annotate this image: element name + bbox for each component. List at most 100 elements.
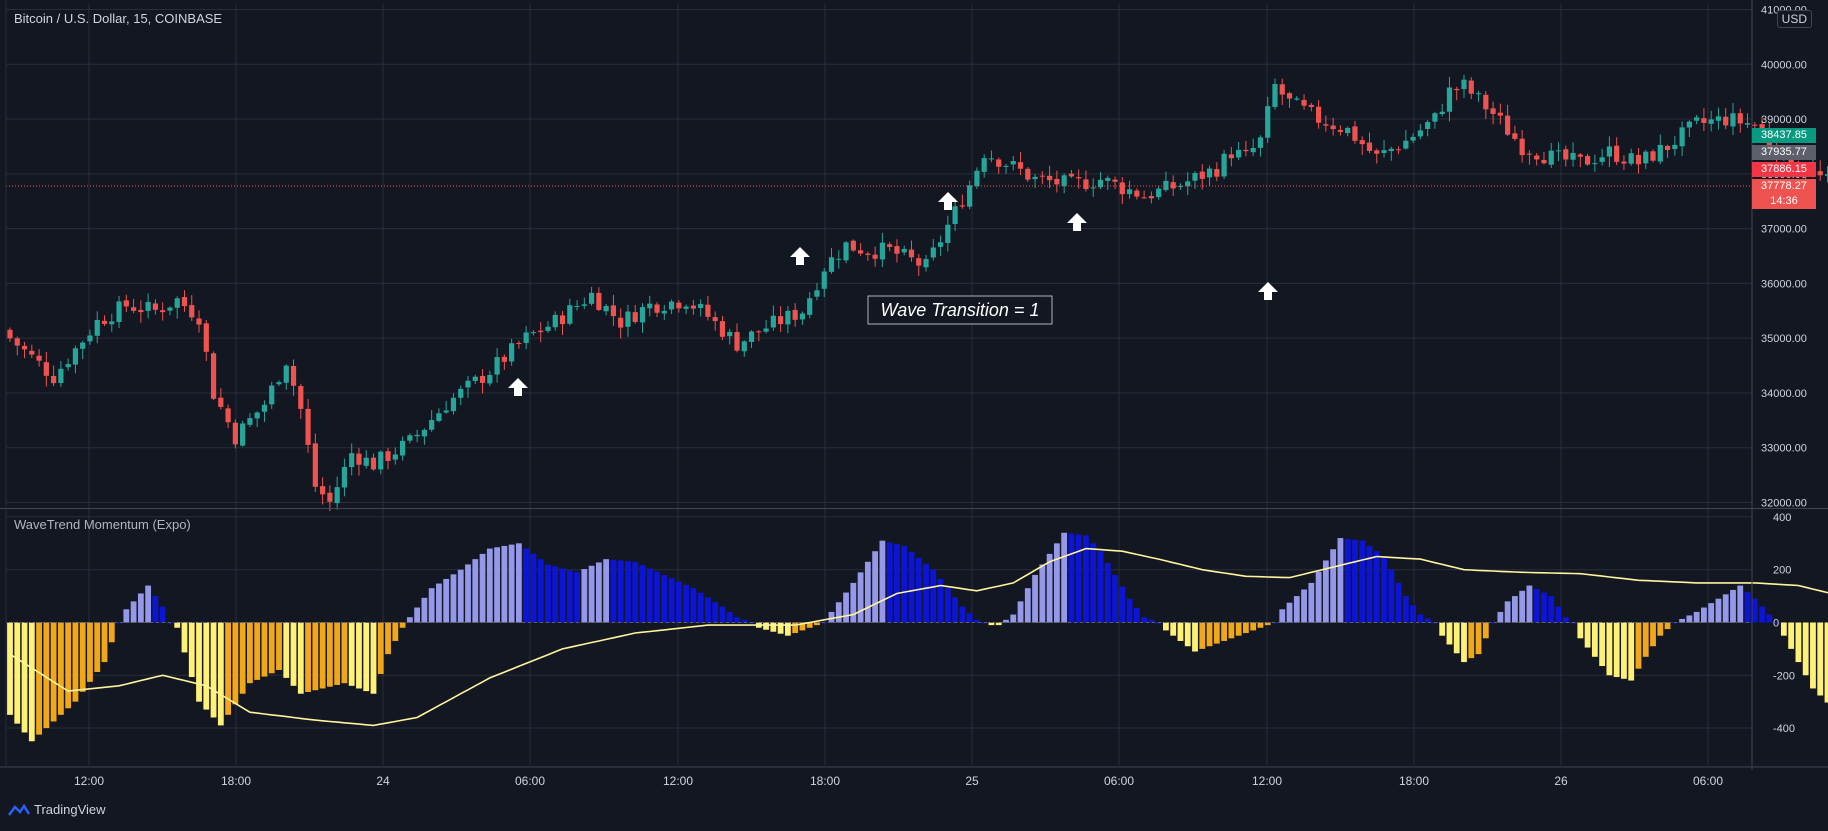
candle-body [1817,171,1823,176]
histogram-bar [370,622,377,694]
histogram-bar [450,574,457,623]
candle-body [327,492,333,502]
brand-label: TradingView [34,802,106,817]
candle-body [509,343,515,362]
up-arrow-icon [790,247,810,265]
histogram-bar [595,562,602,623]
histogram-bar [377,622,384,674]
candle-body [952,206,958,224]
histogram-bar [1308,582,1315,623]
time-tick-label: 06:00 [1104,774,1134,788]
histogram-bar [923,563,929,623]
histogram-bar [1817,622,1824,696]
histogram-bar [1606,622,1613,676]
histogram-bar [1184,622,1191,647]
candle-body [225,408,231,423]
candle-body [1621,161,1627,164]
histogram-bar [1424,618,1431,623]
histogram-bar [675,581,682,623]
histogram-bar [1621,622,1627,679]
candle-body [1534,155,1540,160]
candle-body [1119,182,1125,195]
histogram-bar [1213,622,1220,644]
osc-tick-label: -200 [1773,670,1795,682]
candle-body [1017,162,1024,169]
price-tag: 38437.85 [1752,128,1816,143]
histogram-bar [428,588,435,623]
candle-body [407,435,413,441]
symbol-title[interactable]: Bitcoin / U.S. Dollar, 15, COINBASE [14,11,223,26]
histogram-bar [1097,551,1104,623]
time-tick-label: 12:00 [663,774,693,788]
candle-body [1381,150,1387,153]
candle-body [1345,127,1351,134]
candle-body [1097,179,1104,188]
candle-body [101,320,108,325]
candle-body [1635,154,1642,165]
histogram-bar [276,622,282,670]
histogram-bar [268,622,275,674]
candle-body [937,242,944,247]
candle-body [145,301,151,311]
indicator-title[interactable]: WaveTrend Momentum (Expo) [14,517,191,532]
candle-body [14,338,20,346]
candle-body [370,457,377,470]
candle-body [1330,125,1336,130]
histogram-bar [574,572,580,623]
candle-body [1744,123,1751,125]
candle-body [1454,88,1460,91]
wave-transition-arrows [508,192,1278,396]
candle-body [341,466,348,488]
histogram-bar [217,622,224,726]
histogram-bar [7,622,13,715]
histogram-bar [239,622,246,694]
candle-body [283,365,289,383]
tradingview-brand[interactable]: TradingView [8,802,106,817]
histogram-bar [879,540,886,623]
histogram-bar [1366,545,1373,623]
candle-body [1257,137,1264,148]
candle-body [269,385,275,405]
candle-body [312,443,318,487]
histogram-bar [1192,622,1198,652]
candle-body [385,451,391,461]
candle-body [610,305,617,317]
histogram-bar [261,622,268,677]
candle-body [1475,93,1482,95]
histogram-bar [1722,594,1729,623]
histogram-bar [726,611,733,623]
histogram-bar [1599,622,1606,667]
candle-body [1592,163,1598,165]
candle-body [1265,106,1271,138]
histogram-bar [1104,563,1111,623]
histogram-bar [28,622,35,742]
candle-body [661,310,667,314]
histogram-bar [1206,622,1213,647]
histogram-bar [625,561,631,623]
histogram-bar [581,569,588,623]
histogram-bar [1773,622,1780,624]
histogram-bar [1468,622,1475,659]
histogram-bar [1693,611,1700,623]
candle-body [1759,124,1765,132]
histogram-bar [79,622,86,692]
histogram-bar [1337,538,1344,623]
candle-body [690,305,696,309]
candle-body [458,388,464,398]
candle-body [1301,99,1307,106]
histogram-bar [886,542,893,623]
time-tick-label: 18:00 [221,774,251,788]
histogram-bar [436,583,442,623]
histogram-bar [494,547,500,623]
candle-body [916,258,922,266]
histogram-bar [457,569,464,623]
candle-body [959,205,965,207]
candle-body [1177,186,1184,188]
histogram-bar [937,578,944,623]
candle-body [559,315,566,325]
currency-badge[interactable]: USD [1776,10,1812,28]
candle-body [1366,142,1373,151]
candle-body [1286,93,1293,99]
candle-body [363,457,369,466]
candle-body [1228,154,1234,159]
